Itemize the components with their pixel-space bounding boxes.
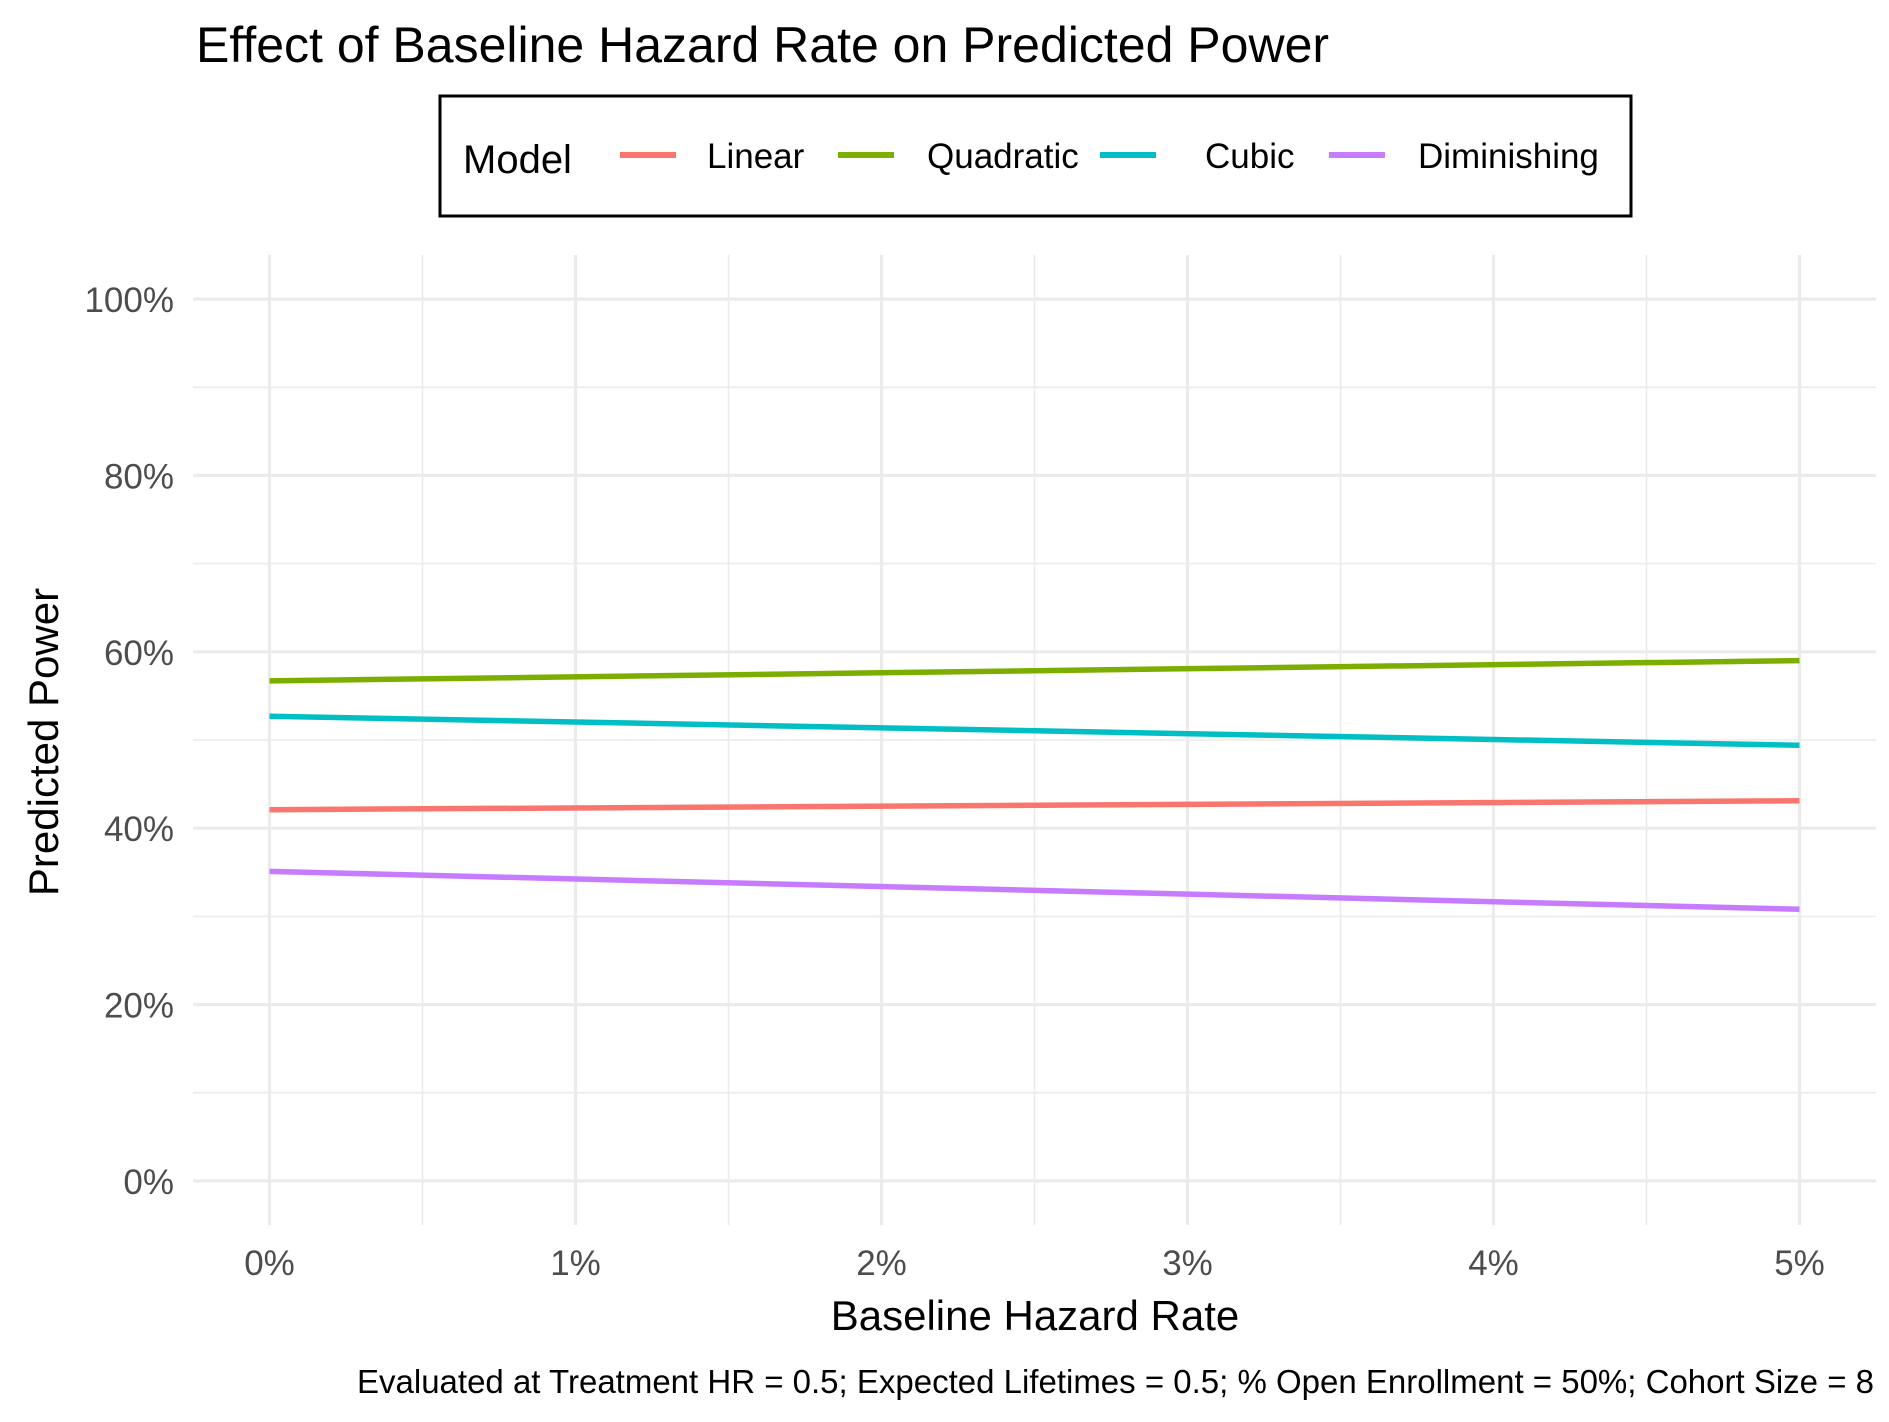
- legend-title: Model: [463, 138, 572, 182]
- legend-label: Diminishing: [1418, 137, 1599, 176]
- series-line-cubic: [269, 713, 1800, 749]
- y-tick-label: 80%: [104, 457, 174, 496]
- y-tick-label: 100%: [84, 281, 174, 320]
- series-line-quadratic: [269, 657, 1800, 684]
- x-tick-label: 4%: [1468, 1244, 1519, 1283]
- y-tick-label: 20%: [104, 987, 174, 1026]
- x-axis-title: Baseline Hazard Rate: [831, 1292, 1240, 1339]
- plot-lines: [269, 657, 1800, 913]
- y-tick-label: 60%: [104, 634, 174, 673]
- legend: Model Linear Quadratic Cubic Diminishing: [438, 94, 1633, 218]
- legend-label: Cubic: [1205, 137, 1294, 176]
- y-tick-labels: 0% 20% 40% 60% 80% 100%: [84, 281, 174, 1202]
- legend-label: Quadratic: [927, 137, 1079, 176]
- x-tick-labels: 0% 1% 2% 3% 4% 5%: [244, 1244, 1825, 1283]
- legend-label: Linear: [707, 137, 805, 176]
- x-tick-label: 3%: [1162, 1244, 1213, 1283]
- legend-item: Cubic: [1100, 137, 1294, 176]
- legend-items: Linear Quadratic Cubic Diminishing: [620, 137, 1599, 176]
- legend-item: Linear: [620, 137, 805, 176]
- legend-item: Diminishing: [1329, 137, 1599, 176]
- x-tick-label: 0%: [244, 1244, 295, 1283]
- x-tick-label: 2%: [856, 1244, 907, 1283]
- series-line-diminishing: [269, 868, 1800, 913]
- x-tick-label: 1%: [550, 1244, 601, 1283]
- y-axis-title: Predicted Power: [20, 588, 67, 896]
- series-line-linear: [269, 798, 1800, 813]
- x-tick-label: 5%: [1774, 1244, 1825, 1283]
- y-tick-label: 0%: [123, 1163, 174, 1202]
- chart-caption: Evaluated at Treatment HR = 0.5; Expecte…: [357, 1363, 1874, 1400]
- chart-title: Effect of Baseline Hazard Rate on Predic…: [196, 17, 1329, 73]
- y-tick-label: 40%: [104, 810, 174, 849]
- legend-item: Quadratic: [838, 137, 1079, 176]
